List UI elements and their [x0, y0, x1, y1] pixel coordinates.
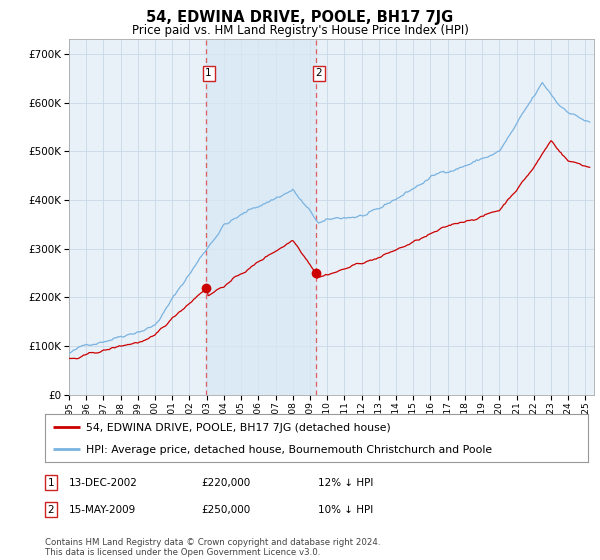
Text: 1: 1 [47, 478, 55, 488]
Text: 1: 1 [205, 68, 212, 78]
Text: 54, EDWINA DRIVE, POOLE, BH17 7JG: 54, EDWINA DRIVE, POOLE, BH17 7JG [146, 10, 454, 25]
Text: 13-DEC-2002: 13-DEC-2002 [69, 478, 138, 488]
Text: 10% ↓ HPI: 10% ↓ HPI [318, 505, 373, 515]
Bar [206, 39, 316, 395]
Text: 54, EDWINA DRIVE, POOLE, BH17 7JG (detached house): 54, EDWINA DRIVE, POOLE, BH17 7JG (detac… [86, 423, 391, 433]
Text: £220,000: £220,000 [201, 478, 250, 488]
Text: Price paid vs. HM Land Registry's House Price Index (HPI): Price paid vs. HM Land Registry's House … [131, 24, 469, 36]
Text: HPI: Average price, detached house, Bournemouth Christchurch and Poole: HPI: Average price, detached house, Bour… [86, 445, 492, 455]
Text: Contains HM Land Registry data © Crown copyright and database right 2024.
This d: Contains HM Land Registry data © Crown c… [45, 538, 380, 557]
Text: 15-MAY-2009: 15-MAY-2009 [69, 505, 136, 515]
Text: 2: 2 [316, 68, 322, 78]
Text: 2: 2 [47, 505, 55, 515]
Text: 12% ↓ HPI: 12% ↓ HPI [318, 478, 373, 488]
Text: £250,000: £250,000 [201, 505, 250, 515]
